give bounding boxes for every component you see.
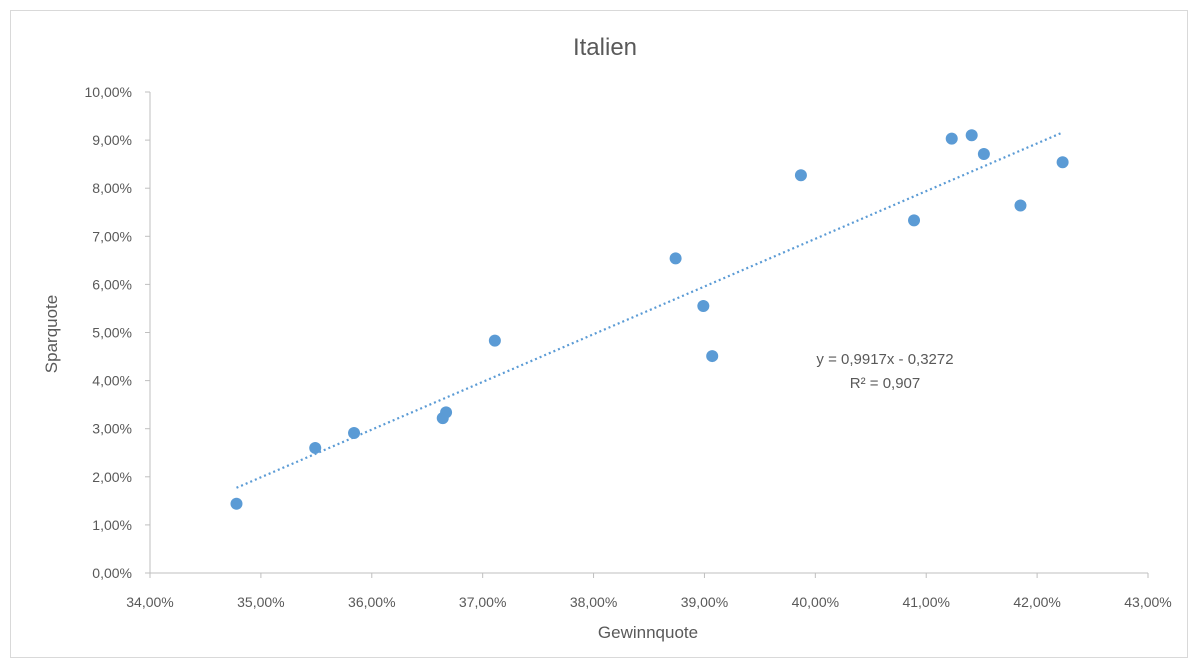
y-tick-label: 0,00% [92, 565, 132, 581]
x-tick-labels: 34,00% 35,00% 36,00% 37,00% 38,00% 39,00% 40,0… [126, 573, 1172, 610]
data-point [908, 214, 921, 227]
x-tick-label: 43,00% [1124, 594, 1171, 610]
data-point [1056, 156, 1069, 169]
data-point [230, 497, 243, 510]
y-tick-label: 5,00% [92, 325, 132, 341]
x-tick-label: 39,00% [681, 594, 728, 610]
y-tick-label: 6,00% [92, 276, 132, 292]
trendline-equation: y = 0,9917x - 0,3272 [816, 351, 953, 368]
data-point [309, 441, 322, 454]
y-axis-title: Sparquote [42, 295, 61, 373]
y-tick-label: 3,00% [92, 421, 132, 437]
y-tick-label: 10,00% [85, 84, 132, 100]
data-point [348, 427, 361, 440]
y-tick-label: 1,00% [92, 517, 132, 533]
data-point [440, 406, 453, 419]
axes [149, 92, 1148, 574]
x-tick-label: 42,00% [1013, 594, 1060, 610]
y-tick-label: 4,00% [92, 373, 132, 389]
trendline-r-squared: R² = 0,907 [850, 375, 920, 392]
data-point [965, 129, 978, 142]
chart-title: Italien [573, 34, 637, 61]
data-points [230, 129, 1069, 510]
y-tick-label: 9,00% [92, 132, 132, 148]
data-point [697, 300, 710, 313]
trendline [236, 131, 1064, 489]
y-tick-labels: 0,00% 1,00% 2,00% 3,00% 4,00% 5,00% 6,00% 7,00%… [85, 84, 150, 581]
y-tick-label: 7,00% [92, 228, 132, 244]
x-tick-label: 34,00% [126, 594, 173, 610]
data-point [977, 148, 990, 161]
data-point [669, 252, 682, 265]
x-tick-label: 41,00% [902, 594, 949, 610]
data-point [488, 334, 501, 347]
data-point [706, 350, 719, 363]
y-tick-label: 2,00% [92, 469, 132, 485]
x-tick-label: 35,00% [237, 594, 284, 610]
data-point [1014, 199, 1027, 212]
x-tick-label: 36,00% [348, 594, 395, 610]
y-tick-label: 8,00% [92, 180, 132, 196]
x-tick-label: 37,00% [459, 594, 506, 610]
x-axis-title: Gewinnquote [598, 623, 698, 642]
x-tick-label: 40,00% [792, 594, 839, 610]
x-tick-label: 38,00% [570, 594, 617, 610]
chart-frame [10, 10, 1188, 658]
data-point [945, 132, 958, 145]
data-point [794, 169, 807, 182]
